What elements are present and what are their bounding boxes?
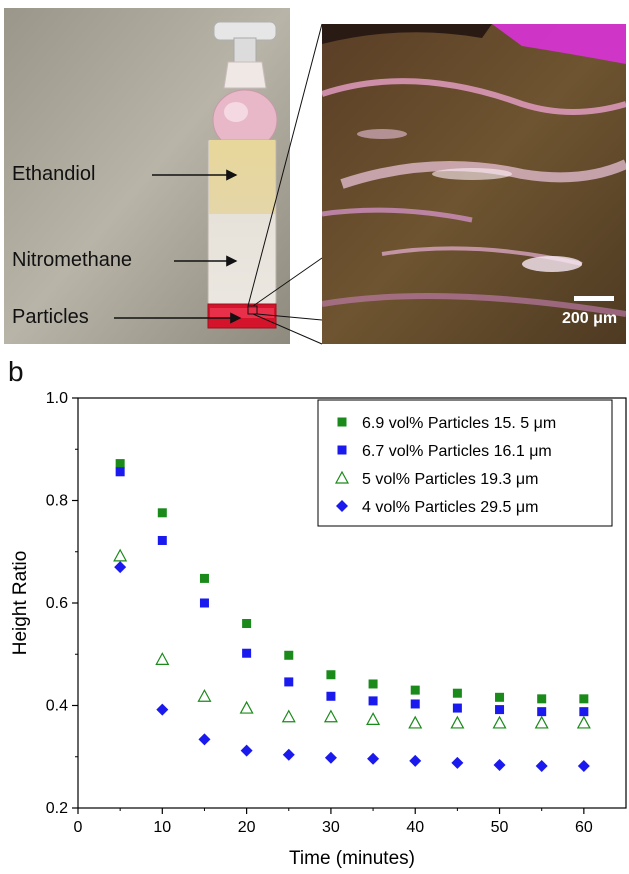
height-ratio-chart: 0 10 20 30 40 50 60 0.2 0.4 0.6 0.8 1.0 Time (minute… xyxy=(10,390,627,869)
x-tick-label: 10 xyxy=(153,819,171,836)
data-point-series-4 xyxy=(367,752,380,765)
data-point-series-2 xyxy=(115,467,125,477)
data-point-series-1 xyxy=(242,619,252,628)
data-point-series-1 xyxy=(368,679,378,689)
x-axis-label: Time (minutes) xyxy=(289,848,415,869)
data-point-series-4 xyxy=(577,759,590,772)
data-point-series-3 xyxy=(492,715,507,729)
data-point-series-2 xyxy=(537,707,547,717)
data-point-series-3 xyxy=(323,709,338,723)
legend-label-1: 6.9 vol% Particles 15. 5 μm xyxy=(362,415,556,432)
particles-label: Particles xyxy=(12,306,89,328)
legend-label-3: 5 vol% Particles 19.3 μm xyxy=(362,471,538,488)
data-point-series-1 xyxy=(410,685,420,695)
data-point-series-2 xyxy=(242,648,252,658)
scale-bar-label: 200 μm xyxy=(562,310,618,327)
data-point-series-4 xyxy=(114,561,127,574)
x-tick-label: 0 xyxy=(74,819,83,836)
x-tick-label: 50 xyxy=(491,819,509,836)
data-point-series-2 xyxy=(368,696,378,706)
data-point-series-2 xyxy=(199,598,209,608)
x-tick-label: 20 xyxy=(238,819,256,836)
data-point-series-4 xyxy=(198,733,211,746)
data-point-series-4 xyxy=(535,759,548,772)
data-point-series-3 xyxy=(113,548,128,562)
x-tick-label: 30 xyxy=(322,819,340,836)
data-point-series-4 xyxy=(282,748,295,761)
data-point-series-1 xyxy=(199,573,209,583)
data-point-series-4 xyxy=(240,744,253,757)
legend-label-4: 4 vol% Particles 29.5 μm xyxy=(362,499,538,516)
legend-marker-1 xyxy=(337,417,347,427)
legend-marker-4 xyxy=(336,500,348,512)
data-point-series-2 xyxy=(410,699,420,709)
data-point-series-2 xyxy=(579,707,589,717)
data-point-series-3 xyxy=(534,715,549,729)
data-point-series-3 xyxy=(155,652,170,665)
data-point-series-1 xyxy=(284,650,294,660)
data-point-series-4 xyxy=(409,754,422,767)
data-point-series-3 xyxy=(239,700,254,714)
data-point-series-2 xyxy=(157,535,167,545)
ethandiol-label: Ethandiol xyxy=(12,163,96,185)
y-tick-label: 0.8 xyxy=(46,493,68,510)
legend-box xyxy=(317,399,613,527)
y-tick-label: 0.6 xyxy=(46,595,68,612)
data-point-series-3 xyxy=(281,709,296,723)
data-point-series-4 xyxy=(493,758,506,771)
data-point-series-2 xyxy=(326,691,336,701)
zoom-line-bottom xyxy=(252,313,323,345)
y-tick-label: 0.2 xyxy=(46,800,68,817)
y-tick-label: 0.4 xyxy=(46,698,68,715)
data-point-series-3 xyxy=(408,715,423,729)
zoom-line-mid-upper xyxy=(252,257,323,307)
nitromethane-label: Nitromethane xyxy=(12,249,133,271)
data-point-series-4 xyxy=(324,751,337,764)
micrograph: 200 μm xyxy=(322,24,626,344)
data-point-series-1 xyxy=(537,694,547,704)
x-tick-label: 60 xyxy=(575,819,593,836)
data-point-series-2 xyxy=(284,677,294,687)
legend-marker-2 xyxy=(337,445,347,455)
zoom-line-top xyxy=(247,23,323,307)
data-point-series-2 xyxy=(452,703,462,713)
data-point-series-3 xyxy=(197,689,212,702)
annotation-arrows xyxy=(114,23,323,345)
zoom-line-mid-lower xyxy=(256,313,323,321)
data-point-series-1 xyxy=(579,694,589,704)
y-tick-label: 1.0 xyxy=(46,390,68,407)
data-point-series-3 xyxy=(450,715,465,729)
data-point-series-3 xyxy=(576,715,591,729)
vial-photo xyxy=(4,8,290,344)
data-point-series-1 xyxy=(157,508,167,518)
data-point-series-3 xyxy=(366,712,381,725)
y-axis-label: Height Ratio xyxy=(10,551,31,656)
data-point-series-4 xyxy=(156,703,169,716)
data-point-series-1 xyxy=(326,670,336,680)
legend-marker-3 xyxy=(334,470,350,484)
data-point-series-2 xyxy=(495,705,505,715)
scale-bar xyxy=(574,296,614,301)
x-tick-label: 40 xyxy=(406,819,424,836)
data-point-series-1 xyxy=(452,688,462,698)
data-point-series-1 xyxy=(495,692,505,702)
legend-label-2: 6.7 vol% Particles 16.1 μm xyxy=(362,443,552,460)
data-point-series-4 xyxy=(451,756,464,769)
data-point-series-1 xyxy=(115,459,125,469)
panel-b-letter: b xyxy=(8,356,24,387)
